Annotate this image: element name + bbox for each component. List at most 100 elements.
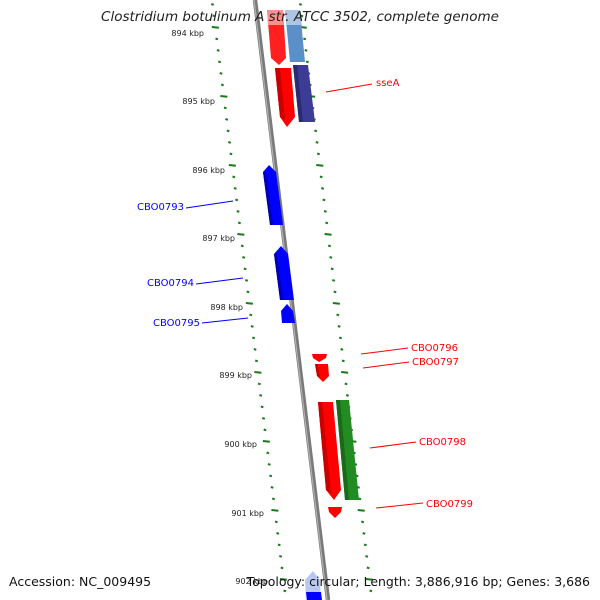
- minor-tick: [332, 279, 336, 282]
- minor-tick: [220, 83, 224, 87]
- gene-CBO0799[interactable]: [328, 507, 342, 518]
- minor-tick: [269, 474, 273, 478]
- tick-label: 899 kbp: [219, 371, 252, 380]
- minor-tick: [236, 210, 240, 213]
- leader-CBO0794: [195, 277, 244, 285]
- leader-CBO0796: [360, 347, 409, 355]
- minor-tick: [246, 290, 250, 294]
- major-tick: [357, 509, 365, 512]
- label-CBO0794[interactable]: CBO0794: [147, 278, 194, 289]
- major-tick: [365, 578, 374, 581]
- minor-tick: [345, 394, 349, 397]
- major-tick: [228, 164, 236, 167]
- leader-CBO0798: [369, 441, 417, 449]
- minor-tick: [274, 520, 278, 524]
- minor-tick: [337, 325, 341, 328]
- tick-label: 897 kbp: [202, 234, 235, 243]
- minor-tick: [212, 14, 216, 18]
- minor-tick: [233, 187, 237, 190]
- minor-tick: [216, 49, 220, 52]
- minor-tick: [240, 244, 244, 248]
- map-title: Clostridium botulinum A str. ATCC 3502, …: [101, 9, 499, 25]
- minor-tick: [276, 532, 280, 535]
- major-tick: [271, 509, 279, 512]
- topology-text: Topology: circular; Length: 3,886,916 bp…: [246, 574, 590, 589]
- minor-tick: [338, 336, 343, 340]
- minor-tick: [215, 37, 219, 41]
- minor-tick: [232, 175, 236, 179]
- minor-tick: [362, 532, 366, 535]
- gene-CBO0793[interactable]: [263, 165, 283, 225]
- tick-label: 901 kbp: [231, 509, 264, 518]
- tick-label: 896 kbp: [192, 166, 225, 175]
- minor-tick: [327, 244, 332, 248]
- gene-CBO0794-shade: [274, 254, 283, 300]
- minor-tick: [244, 279, 249, 282]
- tick-label: 894 kbp: [171, 29, 204, 38]
- label-CBO0798[interactable]: CBO0798: [419, 437, 466, 448]
- minor-tick: [210, 3, 215, 6]
- minor-tick: [316, 152, 320, 156]
- minor-tick: [263, 428, 267, 432]
- minor-tick: [325, 221, 329, 225]
- minor-tick: [259, 394, 263, 397]
- gene-block[interactable]: [285, 10, 301, 25]
- leader-CBO0799: [375, 502, 424, 509]
- feature-track: [263, 10, 359, 600]
- minor-tick: [305, 60, 309, 64]
- minor-tick: [261, 417, 266, 420]
- major-tick: [237, 233, 245, 236]
- label-CBO0797[interactable]: CBO0797: [412, 357, 459, 368]
- minor-tick: [363, 543, 367, 547]
- major-tick: [341, 371, 349, 374]
- leader-CBO0793: [185, 200, 234, 209]
- minor-tick: [243, 267, 247, 271]
- major-tick: [332, 302, 340, 305]
- label-CBO0795[interactable]: CBO0795: [153, 318, 200, 329]
- label-CBO0799[interactable]: CBO0799: [426, 499, 473, 510]
- minor-tick: [319, 175, 323, 179]
- minor-tick: [329, 256, 333, 259]
- label-CBO0796[interactable]: CBO0796: [411, 343, 458, 354]
- gene-sseA-shade: [275, 68, 285, 120]
- label-CBO0793[interactable]: CBO0793: [137, 202, 184, 213]
- minor-tick: [323, 210, 327, 213]
- minor-tick: [226, 129, 230, 133]
- minor-tick: [270, 486, 274, 489]
- minor-tick: [219, 72, 223, 75]
- minor-tick: [254, 359, 259, 363]
- gene-CBO0795[interactable]: [281, 304, 295, 323]
- major-tick: [316, 164, 324, 167]
- major-tick: [254, 371, 262, 374]
- gene-block[interactable]: [267, 10, 284, 25]
- tick-label: 900 kbp: [224, 440, 257, 449]
- gene-CBO0796[interactable]: [312, 354, 327, 362]
- tick-labels: 894 kbp 895 kbp 896 kbp 897 kbp 898 kbp …: [171, 29, 268, 586]
- minor-tick: [223, 106, 227, 110]
- tick-label: 898 kbp: [210, 303, 243, 312]
- tick-label: 902 kbp: [235, 577, 268, 586]
- gene-block[interactable]: [306, 592, 322, 600]
- leader-sseA: [325, 83, 373, 93]
- minor-tick: [330, 267, 334, 271]
- major-tick: [324, 233, 332, 236]
- minor-tick: [267, 463, 271, 466]
- minor-tick: [260, 405, 264, 409]
- minor-tick: [277, 543, 281, 547]
- minor-tick: [314, 129, 318, 133]
- minor-tick: [242, 256, 246, 259]
- minor-tick: [225, 118, 229, 121]
- minor-tick: [227, 141, 232, 144]
- gene-sseA-paired-shade: [293, 65, 303, 122]
- minor-tick: [253, 348, 257, 351]
- minor-tick: [298, 3, 303, 6]
- minor-tick: [283, 589, 287, 593]
- label-sseA[interactable]: sseA: [376, 78, 400, 89]
- gene-CBO0793-shade: [263, 172, 273, 225]
- minor-tick: [252, 336, 256, 340]
- minor-tick: [218, 60, 222, 64]
- major-tick: [262, 440, 271, 443]
- leader-CBO0797: [362, 361, 410, 369]
- major-tick: [211, 26, 219, 29]
